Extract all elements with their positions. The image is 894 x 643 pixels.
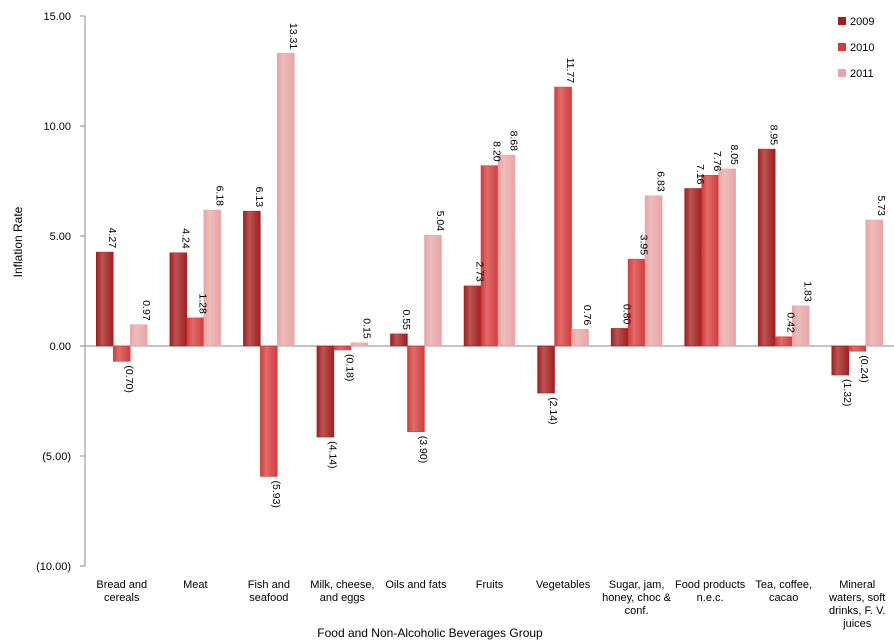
bar-2010-6 [554,86,572,347]
legend-label-2009: 2009 [850,16,874,28]
bar-2010-3 [333,345,352,351]
data-label-2010-1: 1.28 [196,293,208,314]
y-tick-label: (5.00) [42,451,71,463]
legend-label-2010: 2010 [850,42,874,54]
bar-2011-1 [203,209,222,347]
category-label: Meat [183,579,207,591]
bar-2009-4 [390,333,408,347]
bar-2011-3 [350,342,369,347]
data-label-2009-1: 4.24 [179,228,191,249]
bar-2010-7 [627,258,646,347]
data-label-2010-9: 0.42 [785,312,797,333]
bar-2010-1 [186,317,205,347]
bar-2011-2 [277,52,295,347]
bar-2009-6 [537,345,555,394]
bars [96,52,883,477]
category-label: Mineral waters, soft drinks, F. V. juices [828,579,885,630]
data-label-2011-7: 6.83 [655,171,667,192]
category-labels: Bread and cereals Meat Fish and seafood Milk,… [96,579,885,630]
category-label: Tea, coffee, cacao [755,579,812,604]
data-label-2011-10: 5.73 [875,195,887,216]
legend-swatch-2011 [838,69,846,77]
category-label: Oils and fats [385,579,447,591]
data-label-2011-5: 8.68 [508,131,520,152]
bar-2011-0 [130,324,148,347]
bar-2011-8 [718,168,736,347]
y-tick-label: (10.00) [36,561,71,573]
bar-2011-4 [424,234,442,347]
data-label-2011-2: 13.31 [287,23,299,49]
bar-2009-10 [831,345,849,376]
category-label: Milk, cheese, and eggs [310,579,374,604]
legend-label-2011: 2011 [850,68,874,80]
data-label-2009-10: (1.32) [841,379,853,406]
data-label-2009-5: 2.73 [474,261,486,282]
bar-2011-5 [497,154,516,347]
data-label-2010-7: 3.95 [638,235,650,256]
category-label: Bread and cereals [96,579,147,604]
y-tick-label: 5.00 [50,231,71,243]
data-label-2010-8: 7.76 [711,151,723,172]
data-label-2011-4: 5.04 [434,211,446,232]
data-label-2010-2: (5.93) [270,481,282,508]
category-label: Vegetables [536,579,591,591]
data-label-2009-4: 0.55 [400,309,412,330]
category-label: Sugar, jam, honey, choc & conf. [602,579,672,617]
data-label-2009-9: 8.95 [768,125,780,146]
data-label-2010-3: (0.18) [343,354,355,381]
y-tick-label: 0.00 [50,341,71,353]
y-axis: 15.00 10.00 5.00 0.00 (5.00) (10.00) [36,11,86,573]
category-label: Fruits [476,579,504,591]
data-label-2011-1: 6.18 [213,186,225,207]
bar-2010-0 [113,345,131,362]
data-label-2010-10: (0.24) [858,355,870,382]
bar-2009-3 [316,345,335,438]
data-label-2010-4: (3.90) [417,436,429,463]
data-label-2010-5: 8.20 [491,141,503,162]
data-label-2009-0: 4.27 [106,228,118,249]
data-label-2011-3: 0.15 [360,318,372,339]
bar-2010-2 [260,345,278,477]
bar-2011-6 [571,329,589,347]
data-label-2011-8: 8.05 [728,144,740,165]
bar-2010-9 [774,336,793,347]
bar-2011-10 [865,219,883,347]
legend-swatch-2010 [838,43,846,51]
y-tick-label: 10.00 [43,121,71,133]
bar-2010-5 [480,165,499,347]
data-label-2009-6: (2.14) [547,397,559,424]
data-label-2009-7: 0.80 [621,304,633,325]
y-tick-label: 15.00 [43,11,71,23]
bar-2009-5 [463,285,482,347]
data-label-2009-3: (4.14) [326,441,338,468]
y-axis-title: Inflation Rate [11,206,25,277]
data-label-2009-8: 7.16 [694,164,706,185]
data-label-2010-0: (0.70) [123,365,135,392]
data-label-2009-2: 6.13 [253,187,265,208]
bar-2010-8 [701,175,719,347]
category-label: Fish and seafood [248,579,290,604]
category-label: Food products n.e.c. [675,579,746,604]
bar-2009-0 [96,251,114,347]
bar-2009-7 [610,328,629,347]
data-label-2011-9: 1.83 [802,281,814,302]
bar-2009-8 [684,188,702,347]
bar-2009-9 [757,148,776,347]
bar-2009-2 [243,210,261,347]
legend-swatch-2009 [838,17,846,25]
x-axis-title: Food and Non-Alcoholic Beverages Group [317,626,543,640]
data-label-2010-6: 11.77 [564,58,576,84]
bar-2011-7 [644,195,663,347]
data-label-2011-0: 0.97 [140,300,152,321]
legend: 2009 2010 2011 [838,16,874,80]
bar-2010-4 [407,345,425,433]
data-labels: 4.27 (0.70) 0.97 4.24 1.28 6.18 6.13 (5.93) 13.3… [106,23,887,508]
bar-2010-10 [848,345,866,352]
data-label-2011-6: 0.76 [581,305,593,326]
bar-2009-1 [169,252,188,347]
bar-2011-9 [791,305,810,347]
